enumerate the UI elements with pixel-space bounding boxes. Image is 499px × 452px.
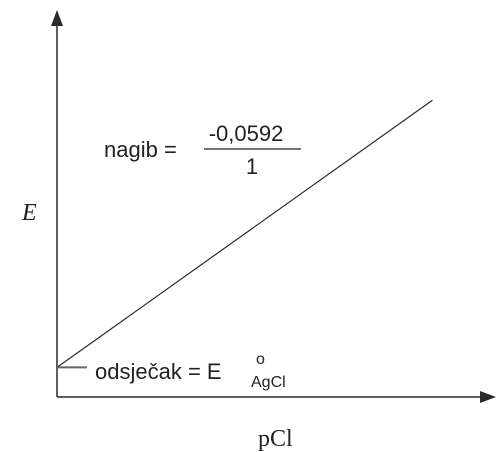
slope-annotation: nagib = -0,0592 1 bbox=[104, 121, 301, 179]
slope-prefix: nagib = bbox=[104, 137, 177, 162]
y-axis-label: E bbox=[21, 200, 37, 226]
x-axis-arrowhead bbox=[480, 391, 496, 403]
intercept-annotation: odsječak = E o AgCl bbox=[95, 351, 286, 391]
series-line bbox=[56, 99, 433, 368]
axes bbox=[51, 10, 496, 403]
slope-denominator: 1 bbox=[246, 154, 258, 179]
x-axis-label: pCl bbox=[258, 426, 293, 452]
series-layer bbox=[56, 99, 433, 368]
y-axis-arrowhead bbox=[51, 10, 63, 26]
intercept-superscript: o bbox=[256, 351, 265, 368]
slope-numerator: -0,0592 bbox=[209, 121, 284, 146]
intercept-prefix: odsječak = E bbox=[95, 359, 222, 384]
intercept-subscript: AgCl bbox=[251, 374, 286, 391]
